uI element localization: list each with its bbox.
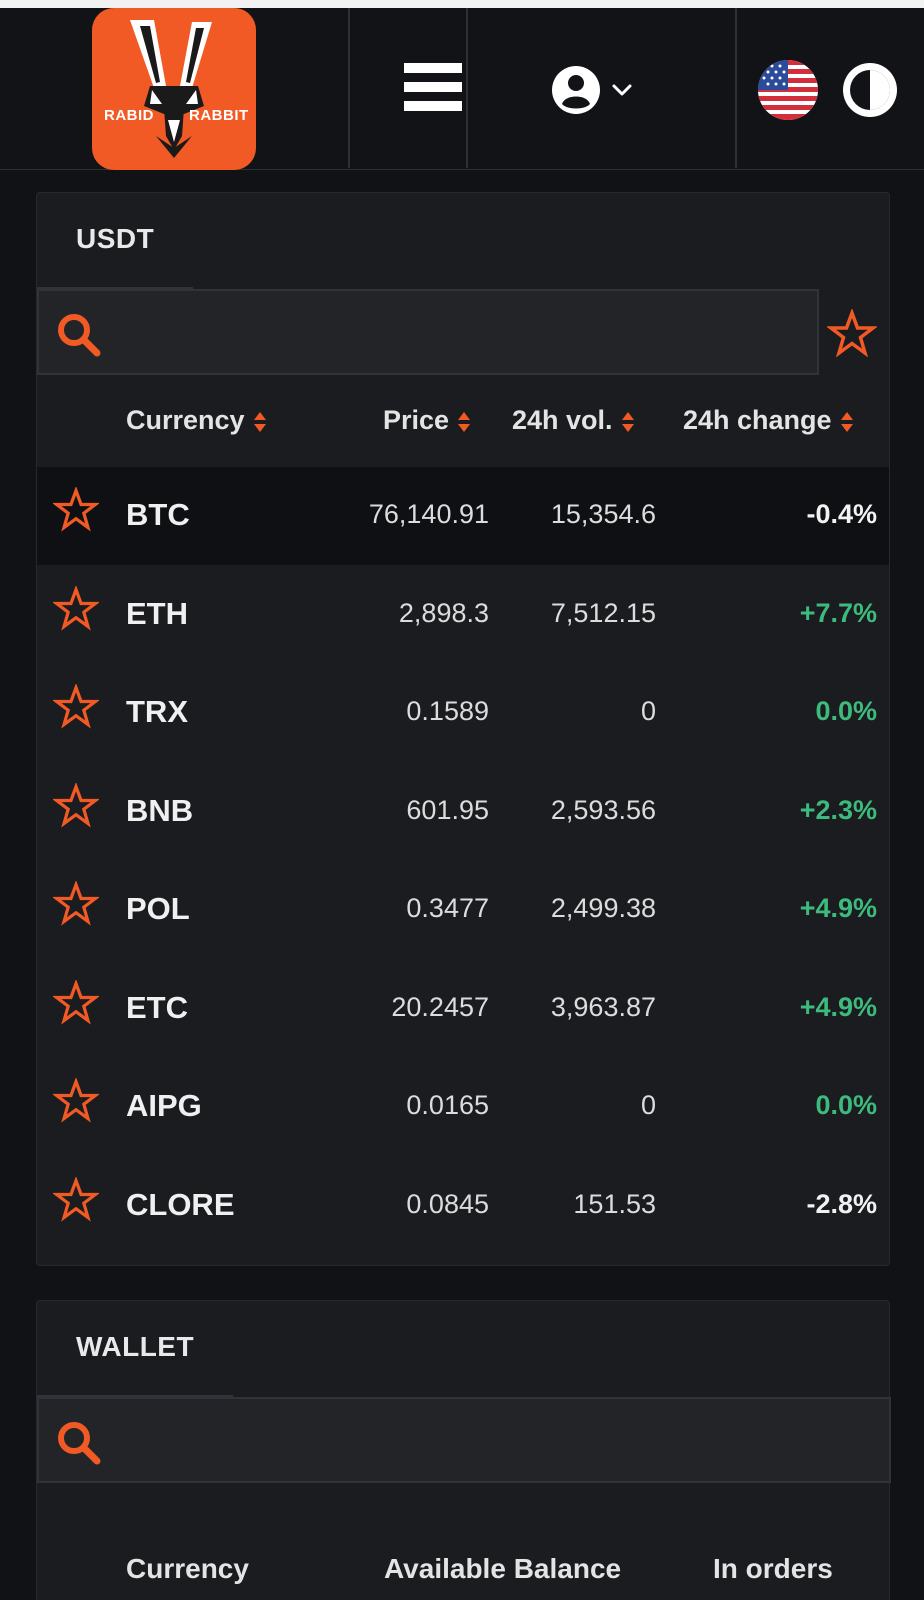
price-value: 0.0165 — [406, 1090, 489, 1120]
price-value: 601.95 — [406, 794, 489, 825]
currency-symbol: BNB — [126, 792, 194, 828]
price-value: 0.3477 — [406, 893, 489, 923]
volume-value: 15,354.6 — [550, 499, 656, 529]
currency-symbol: POL — [126, 891, 190, 926]
volume-value: 3,963.87 — [550, 991, 656, 1022]
favorite-star-icon[interactable] — [51, 880, 101, 932]
column-header-24h-change[interactable]: 24h change — [683, 405, 854, 436]
logo-word-rabbit: RABBIT — [189, 107, 249, 124]
favorite-star-icon[interactable] — [51, 584, 101, 637]
volume-value: 2,499.38 — [550, 893, 656, 923]
table-row[interactable]: BTC 76,140.91 15,354.6 -0.4% — [37, 467, 889, 565]
volume-value: 2,593.56 — [550, 794, 656, 825]
market-panel: USDT Currency Price 24h vol. 24h change … — [36, 192, 890, 1266]
column-label: 24h change — [683, 405, 832, 435]
top-header: RABID RABBIT — [0, 8, 924, 170]
market-search-bar — [37, 289, 819, 375]
change-value: 0.0% — [815, 1090, 877, 1120]
change-value: +4.9% — [799, 991, 877, 1022]
table-row[interactable]: ETH 2,898.3 7,512.15 +7.7% — [37, 566, 889, 664]
price-value: 0.1589 — [406, 696, 489, 726]
sort-icon — [253, 411, 266, 432]
wallet-column-in-orders[interactable]: In orders — [713, 1553, 833, 1584]
favorite-star-icon[interactable] — [51, 1175, 101, 1228]
wallet-table-header: Currency Available Balance In orders — [37, 1519, 891, 1600]
sort-icon — [621, 411, 634, 432]
hamburger-menu-icon[interactable] — [404, 63, 462, 113]
rabbit-logo-icon — [130, 20, 212, 158]
column-header-currency[interactable]: Currency — [126, 405, 267, 436]
column-header-price[interactable]: Price — [383, 405, 471, 436]
tab-wallet[interactable]: WALLET — [37, 1301, 233, 1397]
header-divider — [735, 8, 737, 168]
change-value: -2.8% — [806, 1188, 877, 1219]
search-icon — [58, 314, 101, 357]
tab-usdt[interactable]: USDT — [37, 193, 193, 289]
favorites-filter-star-icon[interactable] — [827, 309, 877, 359]
change-value: +7.7% — [799, 597, 877, 628]
table-row[interactable]: BNB 601.95 2,593.56 +2.3% — [37, 763, 889, 861]
favorite-star-icon[interactable] — [51, 1077, 101, 1129]
change-value: -0.4% — [806, 499, 877, 529]
table-row[interactable]: TRX 0.1589 0 0.0% — [37, 664, 889, 762]
table-row[interactable]: AIPG 0.0165 0 0.0% — [37, 1058, 889, 1156]
price-value: 20.2457 — [391, 991, 489, 1022]
favorite-star-icon[interactable] — [51, 781, 101, 834]
rabid-rabbit-logo[interactable]: RABID RABBIT — [92, 8, 256, 170]
column-label: 24h vol. — [512, 405, 613, 435]
top-edge — [0, 0, 924, 8]
currency-symbol: BTC — [126, 497, 190, 532]
wallet-panel: WALLET Currency Available Balance In ord… — [36, 1300, 891, 1600]
search-icon — [58, 1422, 101, 1465]
sort-icon — [840, 411, 853, 432]
header-divider — [348, 8, 350, 168]
column-label: Currency — [126, 405, 245, 435]
favorite-star-icon[interactable] — [51, 486, 101, 538]
change-value: 0.0% — [815, 696, 877, 726]
logo-word-rabid: RABID — [104, 107, 154, 124]
price-value: 2,898.3 — [398, 597, 489, 628]
user-menu-button[interactable] — [552, 64, 642, 116]
contrast-toggle-icon[interactable] — [840, 60, 900, 120]
market-search-input[interactable] — [119, 301, 799, 361]
volume-value: 0 — [640, 1090, 656, 1120]
currency-symbol: ETH — [126, 595, 188, 631]
chevron-down-icon — [612, 84, 632, 96]
wallet-column-available-balance[interactable]: Available Balance — [384, 1553, 622, 1584]
table-row[interactable]: CLORE 0.0845 151.53 -2.8% — [37, 1157, 889, 1255]
wallet-search-bar — [37, 1397, 891, 1483]
favorite-star-icon[interactable] — [51, 683, 101, 735]
favorite-star-icon[interactable] — [51, 978, 101, 1031]
wallet-search-input[interactable] — [119, 1409, 799, 1469]
currency-symbol: CLORE — [126, 1186, 235, 1222]
column-header-24h-vol[interactable]: 24h vol. — [512, 405, 635, 436]
table-row[interactable]: ETC 20.2457 3,963.87 +4.9% — [37, 960, 889, 1058]
change-value: +4.9% — [799, 893, 877, 923]
change-value: +2.3% — [799, 794, 877, 825]
column-label: Price — [383, 405, 450, 435]
us-flag-icon[interactable] — [758, 60, 818, 120]
currency-symbol: TRX — [126, 694, 188, 729]
user-circle-icon — [552, 66, 632, 114]
market-table-header: Currency Price 24h vol. 24h change — [37, 375, 891, 467]
table-row[interactable]: POL 0.3477 2,499.38 +4.9% — [37, 861, 889, 959]
header-divider — [466, 8, 468, 168]
wallet-column-currency[interactable]: Currency — [126, 1553, 249, 1584]
sort-icon — [458, 411, 471, 432]
price-value: 76,140.91 — [368, 499, 489, 529]
currency-symbol: AIPG — [126, 1088, 202, 1123]
volume-value: 7,512.15 — [550, 597, 656, 628]
volume-value: 151.53 — [573, 1188, 656, 1219]
currency-symbol: ETC — [126, 989, 188, 1025]
price-value: 0.0845 — [406, 1188, 489, 1219]
volume-value: 0 — [640, 696, 656, 726]
